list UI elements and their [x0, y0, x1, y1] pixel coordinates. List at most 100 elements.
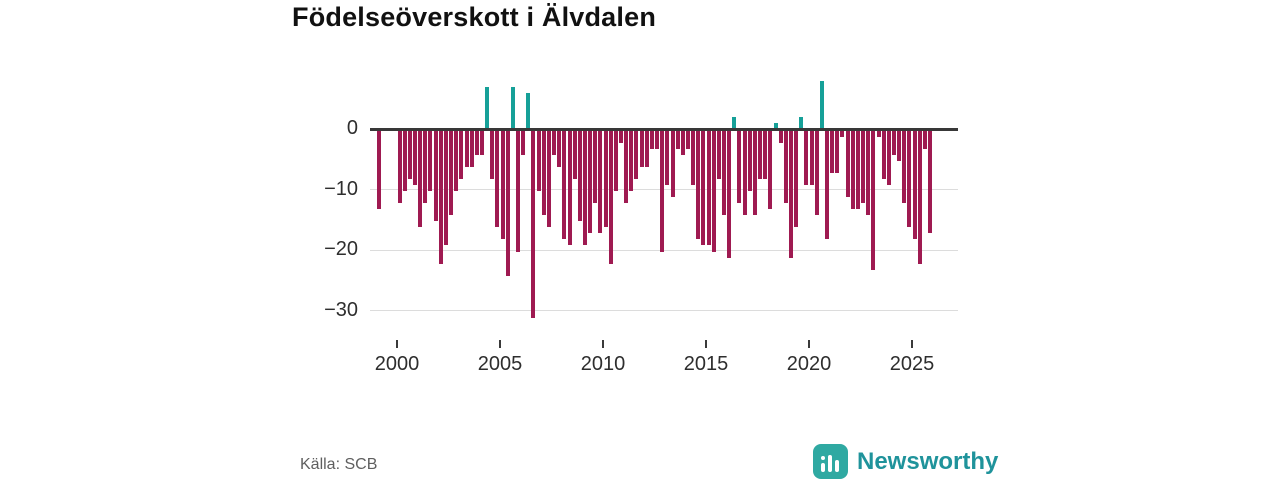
bar-2004K3	[490, 130, 495, 179]
bar-2001K3	[428, 130, 433, 191]
bar-2015K1	[706, 130, 711, 246]
bar-2014K2	[691, 130, 696, 185]
bar-2008K1	[562, 130, 567, 240]
bar-2010K2	[608, 130, 613, 264]
bar-2010K1	[603, 130, 608, 228]
bar-2001K2	[423, 130, 428, 204]
bar-2024K2	[897, 130, 902, 161]
bar-2000K3	[407, 130, 412, 179]
bar-2018K4	[783, 130, 788, 204]
y-axis-label: −30	[324, 298, 358, 321]
bar-2019K1	[788, 130, 793, 258]
bar-2016K3	[737, 130, 742, 204]
bar-2011K2	[629, 130, 634, 191]
icon-dot	[821, 456, 825, 460]
bar-2000K1	[397, 130, 402, 204]
bar-2019K3	[799, 116, 804, 129]
x-tick-2020	[808, 340, 810, 348]
bar-2015K4	[722, 130, 727, 216]
x-axis-label: 2005	[477, 353, 523, 375]
bar-2023K4	[886, 130, 891, 185]
bar-2020K4	[825, 130, 830, 240]
x-axis-label: 2010	[580, 353, 626, 375]
bar-2006K3	[531, 130, 536, 319]
x-axis-label: 2015	[683, 353, 729, 375]
bar-2025K4	[928, 130, 933, 234]
bar-2021K3	[840, 130, 845, 137]
bar-2009K2	[588, 130, 593, 234]
bar-2018K3	[778, 130, 783, 143]
bar-2010K4	[619, 130, 624, 143]
bar-2006K1	[521, 130, 526, 155]
bar-2004K2	[485, 86, 490, 129]
bar-2012K3	[655, 130, 660, 149]
bar-2012K1	[644, 130, 649, 167]
bar-2013K1	[665, 130, 670, 185]
bar-2021K2	[835, 130, 840, 173]
bar-2002K4	[454, 130, 459, 191]
bar-2025K1	[912, 130, 917, 240]
y-axis-label: 0	[346, 117, 358, 139]
bar-2018K1	[768, 130, 773, 210]
bar-2003K2	[464, 130, 469, 167]
bar-2001K4	[433, 130, 438, 222]
bar-2019K2	[794, 130, 799, 228]
bar-2022K1	[850, 130, 855, 210]
bar-2023K3	[881, 130, 886, 179]
bar-2016K1	[727, 130, 732, 258]
bar-2016K4	[742, 130, 747, 216]
bar-2013K4	[680, 130, 685, 155]
bar-2022K4	[866, 130, 871, 216]
bar-2007K3	[552, 130, 557, 155]
x-tick-2010	[602, 340, 604, 348]
bar-2005K4	[516, 130, 521, 252]
x-tick-2025	[911, 340, 913, 348]
bar-2022K2	[855, 130, 860, 210]
icon-bar	[828, 455, 832, 472]
bar-2002K2	[443, 130, 448, 246]
bar-2024K4	[907, 130, 912, 228]
bar-2025K2	[917, 130, 922, 264]
icon-bar	[821, 463, 825, 472]
bar-2002K1	[438, 130, 443, 264]
bar-2011K4	[639, 130, 644, 167]
x-axis-label: 2025	[889, 353, 935, 375]
newsworthy-chart-icon	[813, 444, 848, 479]
bar-2024K1	[891, 130, 896, 155]
bar-2020K3	[819, 80, 824, 129]
bar-2008K2	[567, 130, 572, 246]
bar-2018K2	[773, 122, 778, 129]
bar-2011K1	[624, 130, 629, 204]
bar-2020K2	[814, 130, 819, 216]
bar-1999K1	[376, 130, 381, 210]
bar-2014K1	[685, 130, 690, 149]
bar-2019K4	[804, 130, 809, 185]
bar-2015K2	[711, 130, 716, 252]
bar-2013K3	[675, 130, 680, 149]
bar-2010K3	[613, 130, 618, 191]
bar-2009K4	[598, 130, 603, 234]
bar-2023K2	[876, 130, 881, 137]
bar-2011K3	[634, 130, 639, 179]
bar-2012K4	[660, 130, 665, 252]
bar-2004K4	[495, 130, 500, 228]
x-tick-2005	[499, 340, 501, 348]
bar-2003K1	[459, 130, 464, 179]
bar-2016K2	[732, 116, 737, 129]
gridline--30	[370, 310, 958, 311]
bar-2015K3	[716, 130, 721, 179]
bar-2005K1	[500, 130, 505, 240]
bar-2009K1	[582, 130, 587, 246]
x-tick-2015	[705, 340, 707, 348]
bar-2022K3	[861, 130, 866, 204]
bar-2000K2	[402, 130, 407, 191]
bar-2014K4	[701, 130, 706, 246]
bar-2020K1	[809, 130, 814, 185]
bar-2006K4	[536, 130, 541, 191]
bar-2012K2	[649, 130, 654, 149]
bar-2007K2	[546, 130, 551, 228]
bar-2017K3	[758, 130, 763, 179]
bar-2005K2	[505, 130, 510, 276]
bar-2001K1	[418, 130, 423, 228]
